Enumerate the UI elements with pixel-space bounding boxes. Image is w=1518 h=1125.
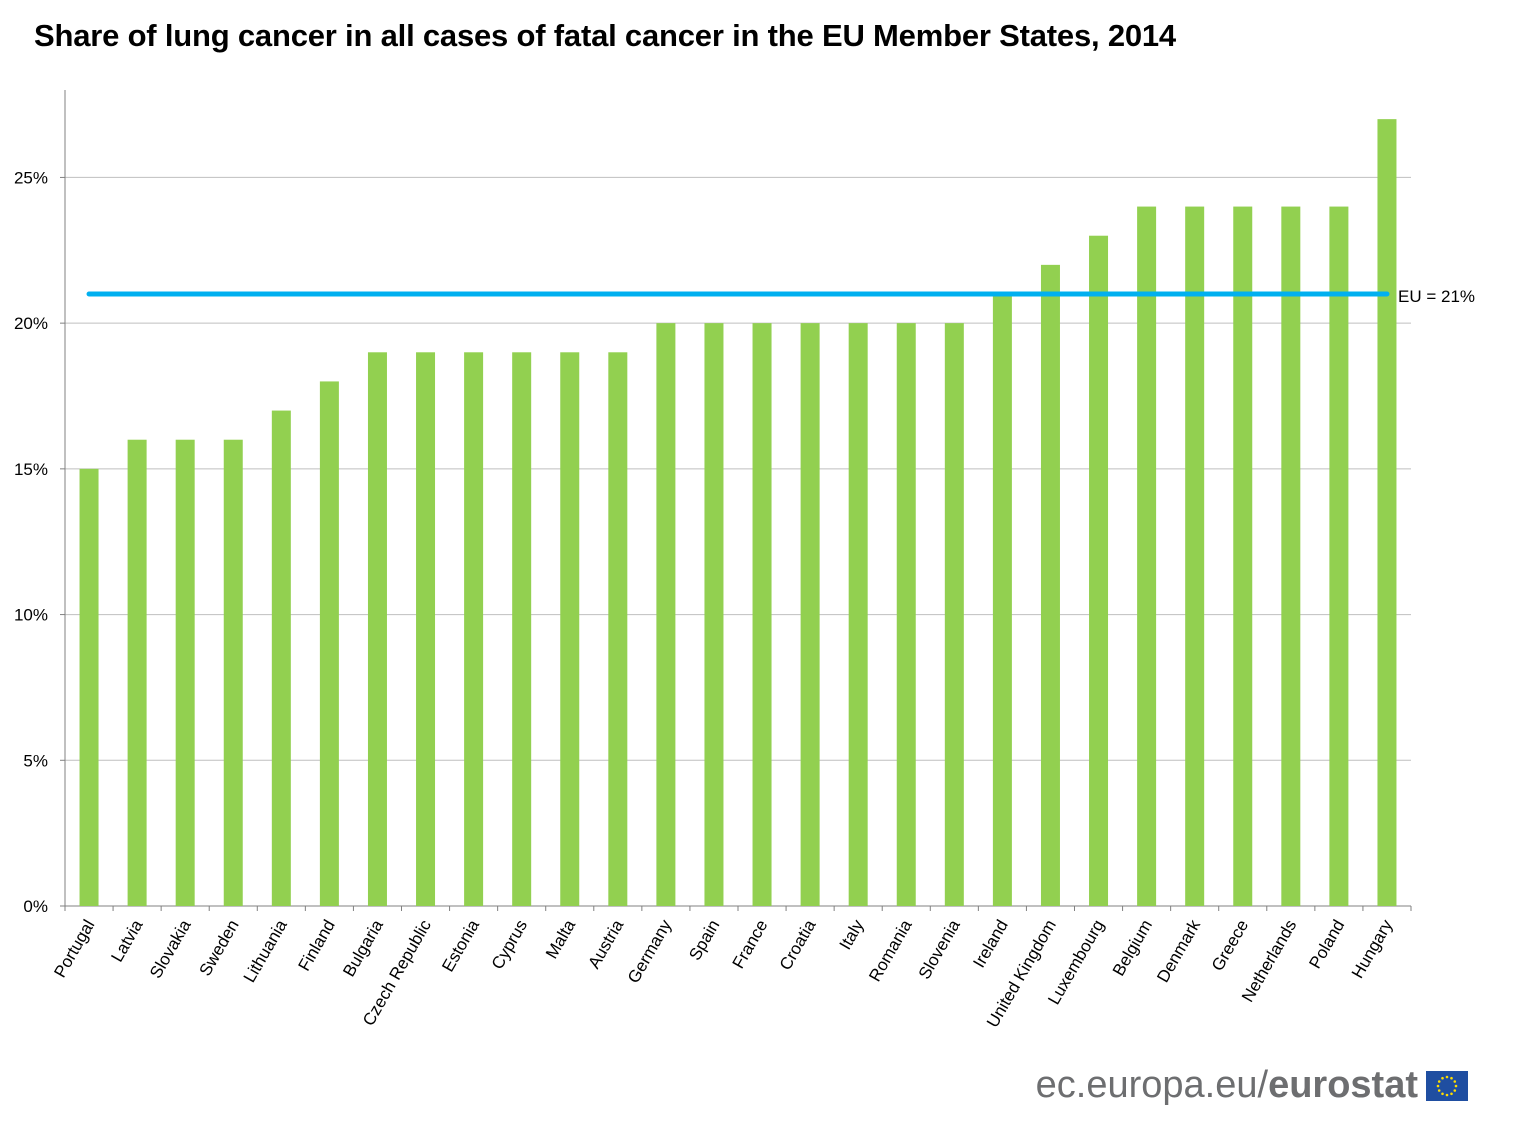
bar-austria [608, 352, 628, 906]
bar-hungary [1377, 119, 1397, 906]
bar-croatia [800, 323, 820, 907]
x-tick-label: Austria [584, 916, 627, 972]
eu-average-label: EU = 21% [1398, 287, 1475, 306]
bar-latvia [127, 439, 147, 906]
x-tick-label: Slovenia [915, 916, 964, 982]
bar-italy [848, 323, 868, 907]
x-tick-label: Lithuania [240, 916, 291, 986]
chart-title: Share of lung cancer in all cases of fat… [34, 18, 1176, 53]
x-tick-label: Bulgaria [339, 916, 387, 980]
bar-czech-republic [416, 352, 436, 906]
gridlines [65, 176, 1411, 761]
x-tick-label: Romania [865, 916, 916, 985]
footer: ec.europa.eu/eurostat [1036, 1064, 1468, 1107]
bar-poland [1329, 206, 1349, 907]
x-tick-label: Greece [1208, 917, 1252, 975]
bars [79, 119, 1397, 907]
bar-belgium [1137, 206, 1157, 907]
x-tick-label: Latvia [107, 916, 146, 965]
x-tick-label: Poland [1305, 917, 1348, 972]
x-tick-label: Finland [295, 917, 339, 975]
bar-romania [896, 323, 916, 907]
bar-greece [1233, 206, 1253, 907]
eu-reference-line: EU = 21% [86, 287, 1475, 306]
footer-brand: eurostat [1268, 1064, 1418, 1106]
bar-luxembourg [1089, 235, 1109, 906]
bar-netherlands [1281, 206, 1301, 907]
bar-slovakia [175, 439, 195, 906]
x-tick-label: Hungary [1348, 916, 1397, 982]
footer-text: ec.europa.eu/eurostat [1036, 1064, 1418, 1107]
y-axis-ticks: 0% 5% 10% 15% 20% 25% [14, 168, 65, 916]
bar-portugal [79, 468, 99, 906]
x-tick-label: Germany [624, 916, 676, 986]
eu-flag-icon [1426, 1070, 1468, 1101]
axes [64, 90, 1412, 911]
x-tick-label: Italy [836, 916, 868, 953]
x-tick-label: Portugal [50, 917, 98, 981]
y-tick-label: 20% [14, 314, 48, 333]
x-tick-label: Spain [685, 917, 723, 964]
bar-lithuania [271, 410, 291, 906]
x-tick-label: Malta [542, 916, 580, 962]
x-tick-label: Belgium [1109, 917, 1156, 980]
x-tick-label: Denmark [1153, 916, 1204, 986]
bar-bulgaria [367, 352, 387, 906]
footer-url: ec.europa.eu/ [1035, 1064, 1269, 1106]
x-tick-label: Sweden [196, 917, 243, 980]
bar-slovenia [944, 323, 964, 907]
bar-denmark [1185, 206, 1205, 907]
bar-finland [319, 381, 339, 906]
bar-france [752, 323, 772, 907]
bar-estonia [464, 352, 484, 906]
bar-ireland [992, 294, 1012, 906]
bar-united-kingdom [1040, 264, 1060, 906]
x-tick-label: Croatia [776, 916, 820, 973]
x-tick-label: Estonia [438, 916, 483, 975]
bar-spain [704, 323, 724, 907]
x-tick-label: Slovakia [146, 916, 195, 982]
y-tick-label: 15% [14, 460, 48, 479]
y-tick-label: 25% [14, 168, 48, 187]
x-tick-label: Cyprus [488, 917, 531, 973]
x-tick-label: Ireland [969, 916, 1011, 971]
bar-sweden [223, 439, 243, 906]
y-tick-label: 0% [23, 897, 48, 916]
bar-cyprus [512, 352, 532, 906]
y-tick-label: 10% [14, 606, 48, 625]
y-tick-label: 5% [23, 751, 48, 770]
x-tick-label: France [729, 917, 772, 972]
bar-germany [656, 323, 676, 907]
bar-malta [560, 352, 580, 906]
